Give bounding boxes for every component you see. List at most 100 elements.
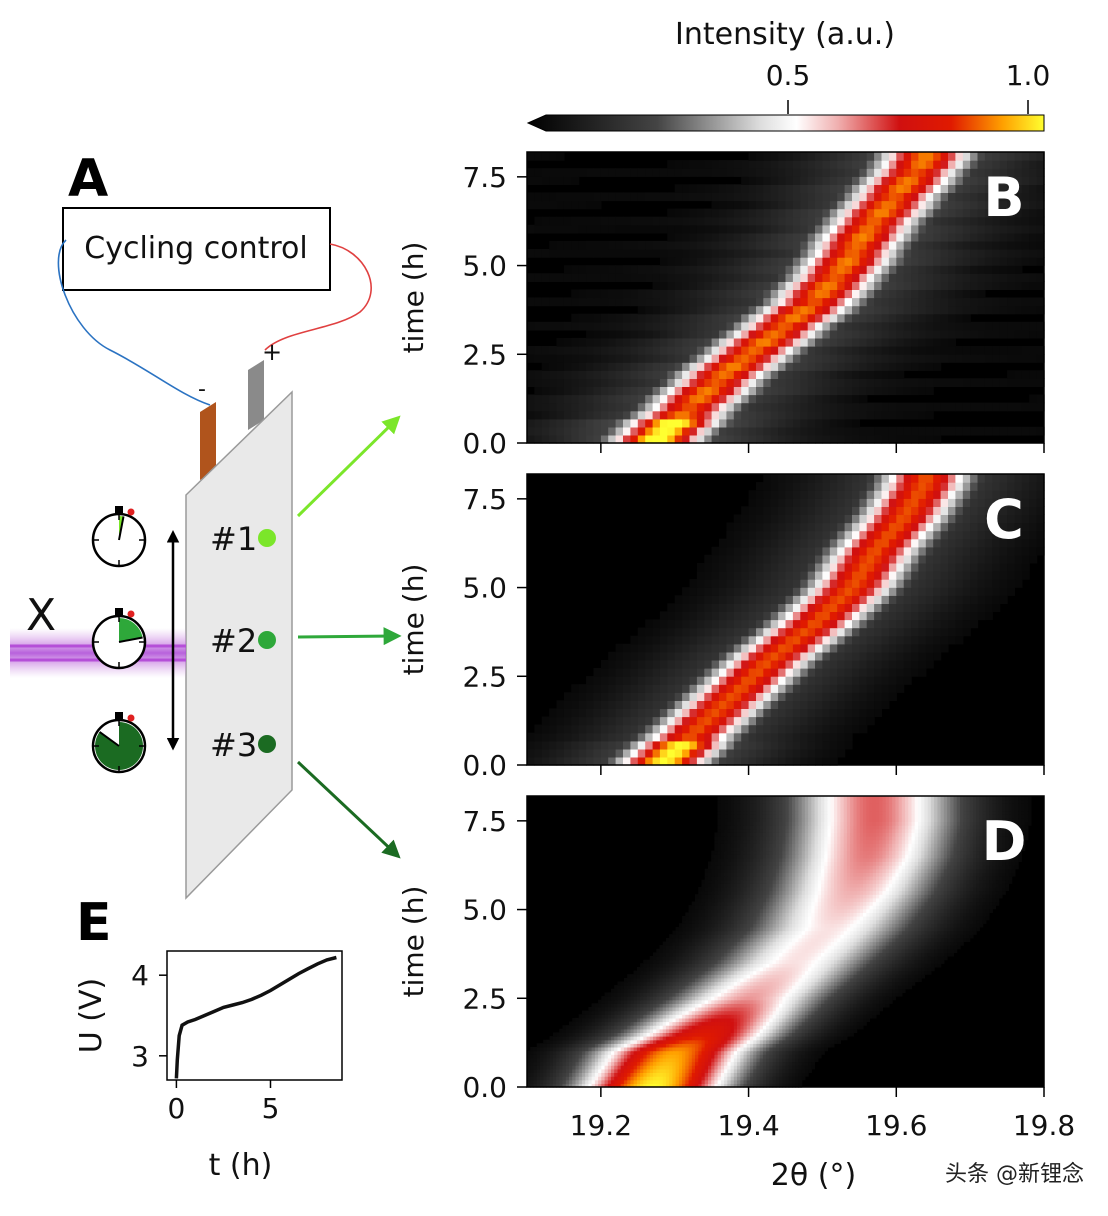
heatmap-cell: [778, 571, 787, 580]
heatmap-cell: [733, 627, 742, 637]
heatmap-cell: [896, 337, 905, 347]
heatmap-cell: [569, 1047, 573, 1052]
heatmap-cell: [652, 756, 661, 766]
heatmap-cell: [881, 651, 890, 661]
heatmap-cell: [717, 1079, 722, 1084]
heatmap-cell: [741, 426, 750, 436]
heatmap-cell: [695, 1065, 699, 1070]
heatmap-cell: [933, 240, 942, 250]
heatmap-cell: [766, 1076, 770, 1081]
heatmap-cell: [756, 732, 764, 742]
heatmap-cell: [689, 619, 698, 629]
heatmap-cell: [682, 1057, 686, 1063]
heatmap-cell: [578, 1061, 583, 1066]
heatmap-cell: [756, 538, 764, 548]
heatmap-cell: [704, 265, 713, 274]
heatmap-cell: [788, 1039, 793, 1044]
heatmap-cell: [800, 232, 809, 242]
heatmap-cell: [881, 603, 890, 612]
heatmap-cell: [837, 490, 846, 499]
heatmap-cell: [674, 651, 683, 661]
heatmap-cell: [527, 297, 535, 307]
heatmap-cell: [948, 474, 956, 483]
heatmap-cell: [682, 756, 691, 766]
heatmap-cell: [748, 651, 757, 661]
heatmap-cell: [1021, 571, 1030, 580]
heatmap-cell: [719, 748, 727, 758]
heatmap-cell: [948, 619, 956, 629]
heatmap-cell: [779, 1043, 783, 1048]
heatmap-cell: [633, 1072, 638, 1077]
heatmap-cell: [575, 1047, 580, 1052]
heatmap-cell: [556, 200, 565, 210]
heatmap-cell: [696, 321, 705, 331]
heatmap-cell: [896, 684, 905, 693]
heatmap-cell: [719, 692, 727, 701]
heatmap-cell: [896, 506, 905, 515]
heatmap-cell: [643, 1036, 648, 1041]
heatmap-cell: [763, 208, 772, 218]
heatmap-cell: [630, 740, 639, 750]
heatmap-cell: [646, 1043, 651, 1048]
heatmap-cell: [866, 160, 875, 169]
heatmap-cell: [748, 249, 757, 258]
heatmap-cell: [656, 1065, 661, 1070]
heatmap-cell: [720, 1079, 725, 1084]
heatmap-cell: [815, 635, 823, 645]
heatmap-cell: [748, 362, 757, 371]
heatmap-cell: [585, 1050, 589, 1055]
heatmap-cell: [874, 708, 883, 718]
heatmap-cell: [815, 346, 823, 355]
heatmap-cell: [565, 1079, 570, 1084]
heatmap-cell: [844, 740, 853, 750]
heatmap-cell: [800, 402, 809, 412]
heatmap-cell: [623, 265, 631, 274]
heatmap-cell: [1021, 249, 1030, 258]
heatmap-cell: [719, 240, 727, 250]
heatmap-cell: [645, 410, 654, 420]
heatmap-cell: [717, 1054, 722, 1059]
heatmap-cell: [962, 562, 971, 572]
heatmap-cell: [852, 522, 860, 532]
heatmap-cell: [659, 281, 668, 290]
heatmap-cell: [643, 1061, 648, 1066]
heatmap-cell: [911, 208, 920, 218]
heatmap-cell: [1029, 176, 1038, 185]
heatmap-cell: [811, 1039, 816, 1044]
heatmap-cell: [682, 273, 691, 282]
heatmap-cell: [1007, 184, 1016, 193]
heatmap-cell: [586, 273, 595, 282]
heatmap-cell: [763, 490, 772, 499]
heatmap-cell: [881, 490, 890, 499]
heatmap-cell: [918, 659, 927, 669]
heatmap-cell: [763, 595, 772, 604]
heatmap-cell: [881, 546, 890, 556]
heatmap-cell: [748, 232, 757, 242]
heatmap-cell: [866, 224, 875, 234]
heatmap-cell: [563, 700, 572, 709]
heatmap-cell: [659, 611, 668, 621]
heatmap-cell: [549, 1072, 554, 1077]
heatmap-cell: [719, 732, 727, 742]
heatmap-cell: [667, 281, 676, 290]
heatmap-cell: [623, 273, 631, 282]
heatmap-cell: [896, 257, 905, 266]
heatmap-cell: [962, 216, 971, 226]
heatmap-cell: [704, 635, 713, 645]
heatmap-cell: [586, 192, 595, 202]
heatmap-cell: [556, 708, 565, 718]
heatmap-cell: [696, 354, 705, 363]
heatmap-cell: [724, 1083, 728, 1088]
heatmap-cell: [940, 579, 949, 588]
heatmap-cell: [763, 724, 772, 734]
heatmap-cell: [674, 257, 683, 266]
heatmap-cell: [933, 281, 942, 290]
heatmap-cell: [711, 394, 720, 404]
heatmap-cell: [763, 337, 772, 347]
heatmap-cell: [815, 530, 823, 540]
heatmap-cell: [759, 1050, 764, 1055]
heatmap-cell: [563, 402, 572, 412]
heatmap-cell: [615, 321, 624, 331]
heatmap-cell: [633, 1068, 638, 1073]
heatmap-cell: [778, 224, 787, 234]
